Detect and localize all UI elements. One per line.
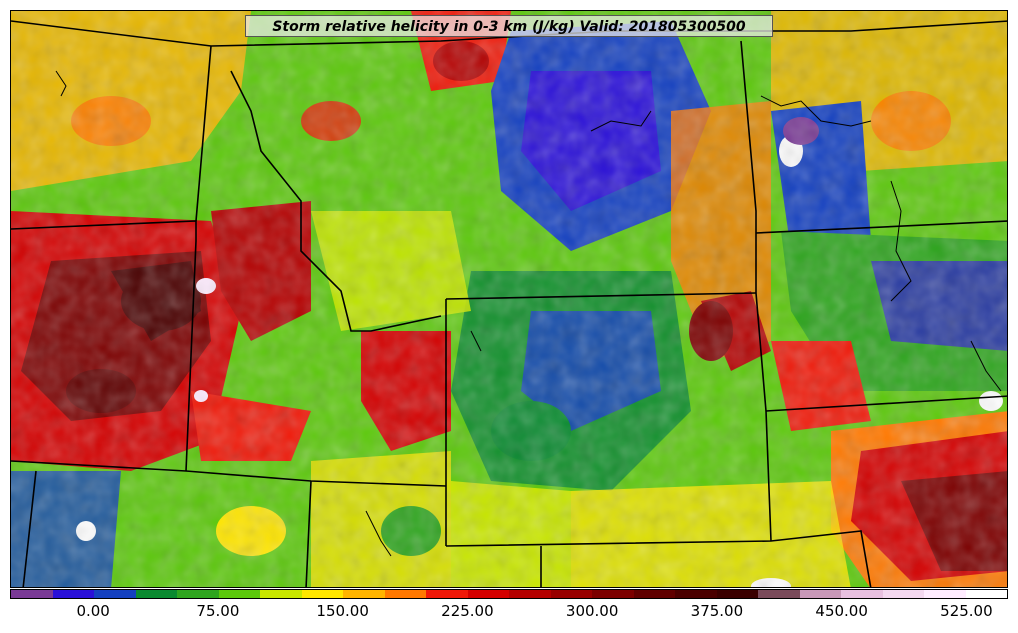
colorbar-segment [384,590,426,598]
colorbar-segment [52,590,94,598]
colorbar-segment [509,590,551,598]
colorbar-segment [260,590,302,598]
colorbar-tick-label: 150.00 [316,602,369,620]
colorbar-tick-label: 300.00 [565,602,619,620]
water-features [55,70,1002,557]
colorbar-segment [218,590,260,598]
colorbar-segment [716,590,758,598]
colorbar-segment [94,590,136,598]
state-boundaries [11,20,1007,587]
colorbar-tick-label: 0.00 [76,602,110,620]
colorbar-tick-label: 225.00 [441,602,494,620]
colorbar-segment [135,590,177,598]
colorbar-segment [924,590,966,598]
colorbar-segment [11,590,53,598]
colorbar-segment [799,590,841,598]
colorbar-segment [343,590,385,598]
colorbar-segment [550,590,592,598]
colorbar-segment [841,590,883,598]
helicity-field [11,11,1007,587]
colorbar-tick-label: 450.00 [815,602,868,620]
colorbar-ticks: 0.00 75.00 150.00 225.00 300.00 375.00 450.00 5… [0,600,1018,630]
colorbar-segment [965,590,1007,598]
map-title: Storm relative helicity in 0-3 km (J/kg)… [245,15,773,37]
colorbar-tick-label: 525.00 [940,602,993,620]
colorbar-segment [675,590,717,598]
colorbar-segment [633,590,675,598]
colorbar-segment [177,590,219,598]
colorbar-segment [758,590,800,598]
colorbar-segment [882,590,924,598]
colorbar-segment [301,590,343,598]
colorbar-segment [467,590,509,598]
map-panel [10,10,1008,588]
colorbar-tick-label: 375.00 [690,602,744,620]
colorbar-tick-label: 75.00 [196,602,240,620]
colorbar-segment [592,590,634,598]
colorbar [10,589,1008,599]
colorbar-segment [426,590,468,598]
